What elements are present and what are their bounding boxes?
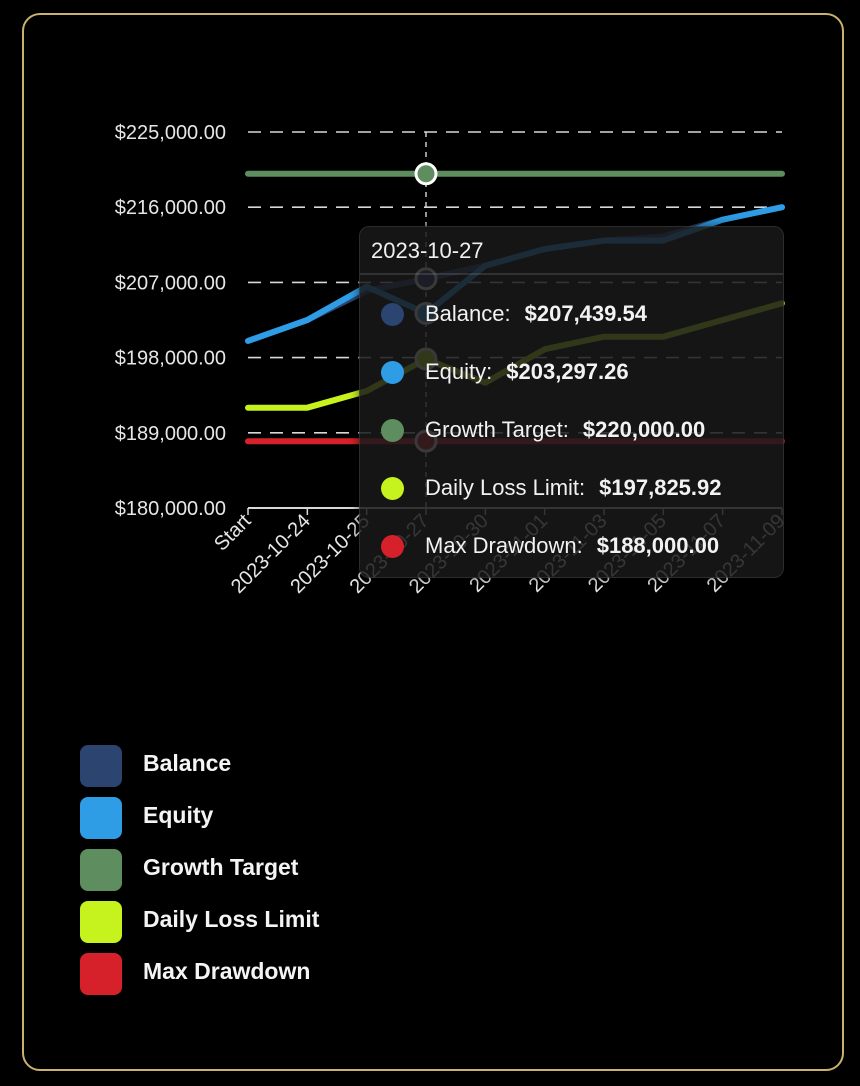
legend-label: Growth Target xyxy=(143,854,299,880)
legend-item-equity[interactable]: Equity xyxy=(80,797,319,849)
max-drawdown-dot-icon xyxy=(381,534,404,558)
max-drawdown-swatch-icon xyxy=(80,953,122,995)
growth-target-swatch-icon xyxy=(80,849,122,891)
y-tick-label: $216,000.00 xyxy=(115,197,226,219)
legend-item-daily-loss-limit[interactable]: Daily Loss Limit xyxy=(80,901,319,953)
daily-loss-limit-dot-icon xyxy=(381,476,404,500)
y-tick-label: $180,000.00 xyxy=(115,498,226,520)
legend-label: Equity xyxy=(143,802,214,828)
tooltip-label: Balance: xyxy=(425,301,511,326)
legend-item-growth-target[interactable]: Growth Target xyxy=(80,849,319,901)
y-tick-label: $198,000.00 xyxy=(115,348,226,370)
tooltip-value: $207,439.54 xyxy=(524,301,647,326)
tooltip-value: $188,000.00 xyxy=(596,533,720,558)
tooltip-value: $197,825.92 xyxy=(599,475,722,500)
tooltip-label: Growth Target: xyxy=(425,417,569,442)
tooltip-row-balance: Balance: $207,439.54 xyxy=(360,294,647,334)
balance-dot-icon xyxy=(381,302,404,326)
tooltip-label: Equity: xyxy=(425,359,493,384)
legend-label: Daily Loss Limit xyxy=(143,906,320,932)
tooltip-row-growth-target: Growth Target: $220,000.00 xyxy=(360,410,705,450)
balance-swatch-icon xyxy=(80,745,122,787)
chart-legend: Balance Equity Growth Target Daily Loss … xyxy=(80,745,319,1005)
y-tick-label: $207,000.00 xyxy=(115,272,226,294)
tooltip-label: Daily Loss Limit: xyxy=(425,475,586,500)
tooltip-value: $220,000.00 xyxy=(582,417,706,442)
legend-label: Max Drawdown xyxy=(143,958,311,984)
chart-tooltip: 2023-10-27 Balance: $207,439.54 Equity: … xyxy=(359,226,784,578)
tooltip-value: $203,297.26 xyxy=(506,359,629,384)
legend-item-balance[interactable]: Balance xyxy=(80,745,319,797)
tooltip-label: Max Drawdown: xyxy=(425,533,583,558)
growth-target-dot-icon xyxy=(381,418,404,442)
equity-dot-icon xyxy=(381,360,404,384)
y-tick-label: $189,000.00 xyxy=(115,423,226,445)
daily-loss-limit-swatch-icon xyxy=(80,901,122,943)
equity-swatch-icon xyxy=(80,797,122,839)
point-marker-growth-target xyxy=(414,162,438,186)
tooltip-row-equity: Equity: $203,297.26 xyxy=(360,352,629,392)
tooltip-row-max-drawdown: Max Drawdown: $188,000.00 xyxy=(360,526,719,566)
tooltip-date: 2023-10-27 xyxy=(360,227,783,275)
legend-label: Balance xyxy=(143,750,232,776)
y-tick-label: $225,000.00 xyxy=(115,122,226,144)
tooltip-row-daily-loss-limit: Daily Loss Limit: $197,825.92 xyxy=(360,468,722,508)
legend-item-max-drawdown[interactable]: Max Drawdown xyxy=(80,953,319,1005)
